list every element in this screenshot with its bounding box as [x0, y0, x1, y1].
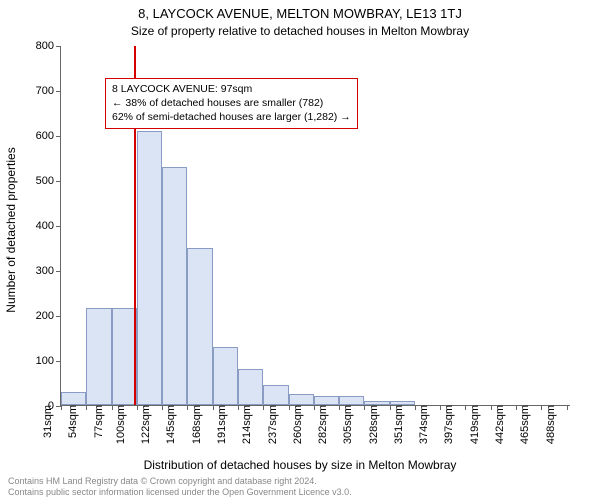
y-tick-label: 800 [36, 40, 61, 52]
y-tick-label: 400 [36, 220, 61, 232]
histogram-bar [213, 347, 238, 406]
x-tick-label: 442sqm [487, 405, 506, 444]
x-tick-label: 488sqm [538, 405, 557, 444]
x-tick-label: 397sqm [436, 405, 455, 444]
plot-area: 010020030040050060070080031sqm54sqm77sqm… [60, 46, 570, 406]
histogram-bar [289, 394, 314, 405]
footer-line: Contains HM Land Registry data © Crown c… [8, 476, 352, 487]
y-tick-label: 100 [36, 355, 61, 367]
histogram-bar [187, 248, 212, 406]
x-tick-label: 260sqm [285, 405, 304, 444]
x-tick-mark [567, 405, 568, 410]
x-tick-label: 374sqm [411, 405, 430, 444]
y-tick-label: 200 [36, 310, 61, 322]
x-tick-label: 191sqm [209, 405, 228, 444]
x-tick-label: 54sqm [60, 405, 79, 438]
histogram-bar [162, 167, 187, 406]
chart-container: 8, LAYCOCK AVENUE, MELTON MOWBRAY, LE13 … [0, 0, 600, 500]
y-tick-label: 500 [36, 175, 61, 187]
x-tick-label: 419sqm [462, 405, 481, 444]
x-tick-label: 77sqm [86, 405, 105, 438]
x-tick-label: 305sqm [335, 405, 354, 444]
x-tick-label: 237sqm [259, 405, 278, 444]
x-tick-label: 351sqm [386, 405, 405, 444]
footer-attribution: Contains HM Land Registry data © Crown c… [8, 476, 352, 499]
histogram-bar [314, 396, 339, 405]
chart-title: 8, LAYCOCK AVENUE, MELTON MOWBRAY, LE13 … [0, 6, 600, 21]
x-tick-label: 145sqm [158, 405, 177, 444]
annotation-line: 8 LAYCOCK AVENUE: 97sqm [112, 82, 351, 96]
x-tick-label: 168sqm [184, 405, 203, 444]
y-axis-label: Number of detached properties [4, 65, 18, 230]
annotation-line: 62% of semi-detached houses are larger (… [112, 110, 351, 124]
x-tick-label: 214sqm [234, 405, 253, 444]
x-axis-label: Distribution of detached houses by size … [0, 458, 600, 472]
histogram-bar [137, 131, 162, 406]
x-tick-label: 282sqm [310, 405, 329, 444]
chart-subtitle: Size of property relative to detached ho… [0, 24, 600, 38]
x-tick-label: 31sqm [35, 405, 54, 438]
y-tick-label: 700 [36, 85, 61, 97]
histogram-bar [339, 396, 364, 405]
annotation-box: 8 LAYCOCK AVENUE: 97sqm ← 38% of detache… [105, 78, 358, 129]
y-tick-label: 600 [36, 130, 61, 142]
x-tick-label: 100sqm [108, 405, 127, 444]
histogram-bar [238, 369, 263, 405]
footer-line: Contains public sector information licen… [8, 487, 352, 498]
histogram-bar [86, 308, 111, 405]
x-tick-label: 122sqm [133, 405, 152, 444]
histogram-bar [263, 385, 288, 405]
histogram-bar [61, 392, 86, 406]
x-tick-label: 465sqm [512, 405, 531, 444]
x-tick-label: 328sqm [361, 405, 380, 444]
y-tick-label: 300 [36, 265, 61, 277]
annotation-line: ← 38% of detached houses are smaller (78… [112, 96, 351, 110]
